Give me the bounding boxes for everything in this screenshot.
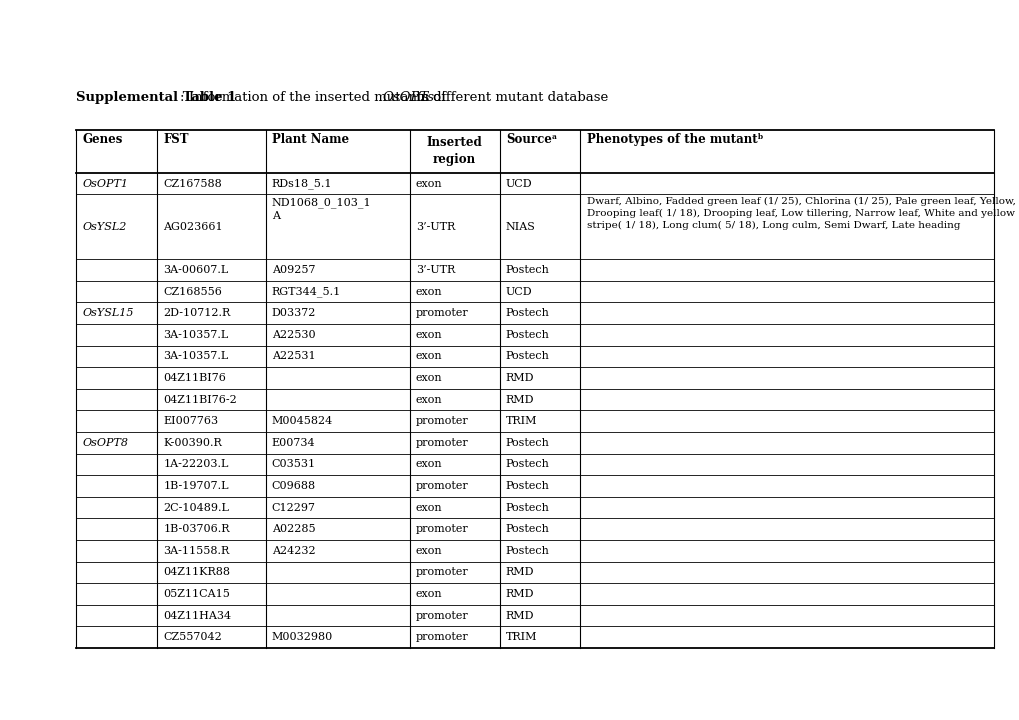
Text: RMD: RMD: [505, 611, 534, 621]
Text: Genes: Genes: [83, 133, 123, 146]
Text: RMD: RMD: [505, 567, 534, 577]
Text: exon: exon: [416, 546, 442, 556]
Text: RMD: RMD: [505, 395, 534, 405]
Text: CZ168556: CZ168556: [163, 287, 222, 297]
Text: M0032980: M0032980: [271, 632, 332, 642]
Text: AG023661: AG023661: [163, 222, 223, 232]
Text: Postech: Postech: [505, 265, 549, 275]
Text: OsYSL15: OsYSL15: [83, 308, 133, 318]
Text: A22530: A22530: [271, 330, 315, 340]
Text: Postech: Postech: [505, 308, 549, 318]
Text: Phenotypes of the mutantᵇ: Phenotypes of the mutantᵇ: [586, 133, 762, 146]
Text: D03372: D03372: [271, 308, 316, 318]
Text: TRIM: TRIM: [505, 632, 537, 642]
Text: E00734: E00734: [271, 438, 315, 448]
Text: C03531: C03531: [271, 459, 316, 469]
Text: 3’-UTR: 3’-UTR: [416, 222, 454, 232]
Text: Postech: Postech: [505, 481, 549, 491]
Text: UCD: UCD: [505, 287, 532, 297]
Text: 3A-10357.L: 3A-10357.L: [163, 351, 228, 361]
Text: A24232: A24232: [271, 546, 315, 556]
Text: OsYSL2: OsYSL2: [83, 222, 127, 232]
Text: Postech: Postech: [505, 351, 549, 361]
Text: 1A-22203.L: 1A-22203.L: [163, 459, 228, 469]
Text: Postech: Postech: [505, 524, 549, 534]
Text: Postech: Postech: [505, 503, 549, 513]
Text: Postech: Postech: [505, 459, 549, 469]
Text: 05Z11CA15: 05Z11CA15: [163, 589, 230, 599]
Text: exon: exon: [416, 503, 442, 513]
Text: : Information of the inserted mutants of: : Information of the inserted mutants of: [180, 91, 450, 104]
Text: M0045824: M0045824: [271, 416, 332, 426]
Text: 04Z11HA34: 04Z11HA34: [163, 611, 231, 621]
Text: exon: exon: [416, 179, 442, 189]
Text: Supplemental Table 1: Supplemental Table 1: [76, 91, 236, 104]
Text: exon: exon: [416, 373, 442, 383]
Text: promoter: promoter: [416, 524, 468, 534]
Text: OsOPT1: OsOPT1: [83, 179, 128, 189]
Text: UCD: UCD: [505, 179, 532, 189]
Text: RMD: RMD: [505, 373, 534, 383]
Text: 2D-10712.R: 2D-10712.R: [163, 308, 230, 318]
Text: A22531: A22531: [271, 351, 315, 361]
Text: C09688: C09688: [271, 481, 316, 491]
Text: promoter: promoter: [416, 567, 468, 577]
Text: promoter: promoter: [416, 632, 468, 642]
Text: in different mutant database: in different mutant database: [412, 91, 608, 104]
Text: 3’-UTR: 3’-UTR: [416, 265, 454, 275]
Text: CZ167588: CZ167588: [163, 179, 222, 189]
Text: 3A-10357.L: 3A-10357.L: [163, 330, 228, 340]
Text: 04Z11BI76: 04Z11BI76: [163, 373, 226, 383]
Text: exon: exon: [416, 459, 442, 469]
Text: Plant Name: Plant Name: [271, 133, 348, 146]
Text: exon: exon: [416, 287, 442, 297]
Text: exon: exon: [416, 395, 442, 405]
Text: 1B-19707.L: 1B-19707.L: [163, 481, 228, 491]
Text: RGT344_5.1: RGT344_5.1: [271, 287, 340, 297]
Text: C12297: C12297: [271, 503, 316, 513]
Text: Postech: Postech: [505, 546, 549, 556]
Text: A09257: A09257: [271, 265, 315, 275]
Text: OsOPTs: OsOPTs: [382, 91, 434, 104]
Text: RMD: RMD: [505, 589, 534, 599]
Text: promoter: promoter: [416, 416, 468, 426]
Text: 04Z11KR88: 04Z11KR88: [163, 567, 230, 577]
Text: 04Z11BI76-2: 04Z11BI76-2: [163, 395, 237, 405]
Text: OsOPT8: OsOPT8: [83, 438, 128, 448]
Text: CZ557042: CZ557042: [163, 632, 222, 642]
Text: 3A-11558.R: 3A-11558.R: [163, 546, 229, 556]
Text: 3A-00607.L: 3A-00607.L: [163, 265, 228, 275]
Text: promoter: promoter: [416, 308, 468, 318]
Text: FST: FST: [163, 133, 189, 146]
Text: NIAS: NIAS: [505, 222, 535, 232]
Text: Dwarf, Albino, Fadded green leaf (1/ 25), Chlorina (1/ 25), Pale green leaf, Yel: Dwarf, Albino, Fadded green leaf (1/ 25)…: [586, 197, 1015, 230]
Text: ND1068_0_103_1
A: ND1068_0_103_1 A: [271, 197, 371, 221]
Text: K-00390.R: K-00390.R: [163, 438, 222, 448]
Text: Inserted
region: Inserted region: [426, 136, 482, 166]
Text: promoter: promoter: [416, 611, 468, 621]
Text: Postech: Postech: [505, 438, 549, 448]
Text: RDs18_5.1: RDs18_5.1: [271, 179, 332, 189]
Text: exon: exon: [416, 330, 442, 340]
Text: promoter: promoter: [416, 481, 468, 491]
Text: A02285: A02285: [271, 524, 315, 534]
Text: TRIM: TRIM: [505, 416, 537, 426]
Text: 1B-03706.R: 1B-03706.R: [163, 524, 229, 534]
Text: promoter: promoter: [416, 438, 468, 448]
Text: Sourceᵃ: Sourceᵃ: [505, 133, 556, 146]
Text: Postech: Postech: [505, 330, 549, 340]
Text: exon: exon: [416, 351, 442, 361]
Text: exon: exon: [416, 589, 442, 599]
Text: EI007763: EI007763: [163, 416, 218, 426]
Text: 2C-10489.L: 2C-10489.L: [163, 503, 229, 513]
